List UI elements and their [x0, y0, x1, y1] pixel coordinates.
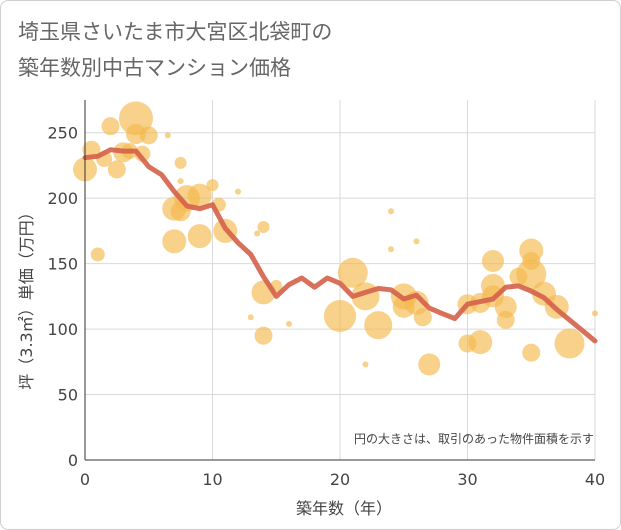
x-tick-label-0: 0 [80, 470, 90, 489]
bubble-36 [364, 311, 393, 340]
bubble-12 [164, 132, 171, 139]
bubble-33 [337, 257, 368, 288]
bubble-25 [254, 230, 261, 237]
bubble-61 [554, 328, 585, 359]
chart-title: 埼玉県さいたま市大宮区北袋町の 築年数別中古マンション価格 [18, 14, 578, 86]
x-axis-label: 築年数（年） [296, 499, 392, 518]
bubble-35 [362, 361, 369, 368]
bubble-49 [482, 250, 504, 273]
bubble-38 [388, 246, 394, 253]
bubble-26 [257, 220, 270, 233]
bubble-8 [119, 101, 153, 136]
bubble-58 [522, 343, 541, 362]
bubble-47 [468, 330, 493, 355]
bubble-13 [174, 156, 187, 169]
bubble-32 [324, 300, 356, 332]
bubble-layer [73, 101, 598, 376]
bubble-30 [247, 314, 254, 321]
bubble-37 [388, 208, 394, 215]
bubble-20 [187, 224, 212, 249]
bubble-4 [101, 117, 120, 136]
bubble-28 [254, 326, 273, 345]
bubble-2 [90, 247, 105, 262]
trend-line-layer [82, 147, 598, 344]
bubble-5 [107, 160, 126, 179]
axes [84, 100, 595, 461]
x-tick-label-10: 10 [202, 470, 222, 489]
y-tick-label-150: 150 [47, 255, 78, 274]
x-tick-label-20: 20 [330, 470, 350, 489]
bubble-53 [496, 310, 515, 329]
bubble-19 [187, 183, 212, 208]
chart-title-line1: 埼玉県さいたま市大宮区北袋町の [18, 20, 333, 44]
bubble-57 [516, 259, 547, 290]
y-tick-label-100: 100 [47, 320, 78, 339]
y-tick-label-250: 250 [47, 124, 78, 143]
trend-line-0 [82, 147, 598, 344]
bubble-43 [413, 308, 432, 327]
bubble-44 [418, 353, 441, 376]
bubble-size-note: 円の大きさは、取引のあった物件面積を示す [354, 431, 594, 446]
bubble-62 [592, 310, 598, 317]
x-tick-label-30: 30 [457, 470, 477, 489]
y-tick-label-0: 0 [68, 451, 78, 470]
bubble-52 [494, 295, 517, 318]
bubble-14 [177, 178, 184, 185]
x-tick-label-40: 40 [585, 470, 605, 489]
y-tick-label-200: 200 [47, 189, 78, 208]
y-tick-label-50: 50 [58, 386, 78, 405]
bubble-21 [206, 179, 219, 192]
bubble-31 [286, 320, 292, 327]
tick-labels: 0 10 20 30 40 0 50 100 150 200 250 [47, 124, 605, 489]
bubble-11 [139, 126, 158, 145]
chart-title-line2: 築年数別中古マンション価格 [18, 56, 291, 80]
bubble-24 [235, 188, 241, 195]
bubble-41 [413, 238, 420, 245]
bubble-16 [162, 229, 187, 254]
y-axis-label: 坪（3.3㎡）単価（万円） [17, 204, 36, 389]
